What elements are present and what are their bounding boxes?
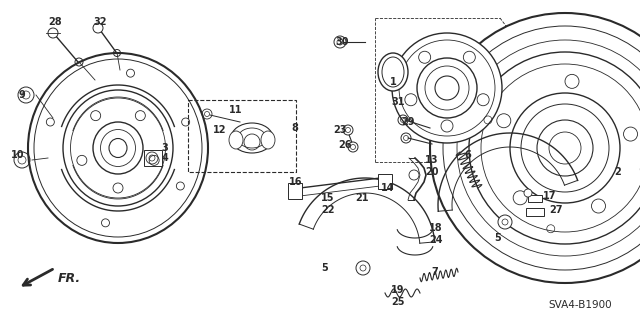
Text: 16: 16 bbox=[289, 177, 303, 187]
Text: 31: 31 bbox=[391, 97, 404, 107]
Text: 4: 4 bbox=[162, 153, 168, 163]
Circle shape bbox=[48, 28, 58, 38]
Text: 9: 9 bbox=[19, 90, 26, 100]
Bar bbox=[288, 183, 302, 199]
Ellipse shape bbox=[229, 131, 243, 149]
Text: 22: 22 bbox=[321, 205, 335, 215]
Text: 29: 29 bbox=[401, 117, 415, 127]
Circle shape bbox=[565, 74, 579, 88]
Text: 5: 5 bbox=[495, 233, 501, 243]
Text: 7: 7 bbox=[431, 267, 438, 277]
Text: 32: 32 bbox=[93, 17, 107, 27]
Text: 3: 3 bbox=[162, 143, 168, 153]
Text: 17: 17 bbox=[543, 191, 557, 201]
Text: 13: 13 bbox=[425, 155, 439, 165]
Circle shape bbox=[497, 114, 511, 128]
Circle shape bbox=[430, 13, 640, 283]
Text: 2: 2 bbox=[614, 167, 621, 177]
Text: 6: 6 bbox=[465, 150, 472, 160]
Text: 30: 30 bbox=[335, 37, 349, 47]
Text: 8: 8 bbox=[292, 123, 298, 133]
Text: 19: 19 bbox=[391, 285, 404, 295]
Text: 26: 26 bbox=[339, 140, 352, 150]
Text: 11: 11 bbox=[229, 105, 243, 115]
Text: 23: 23 bbox=[333, 125, 347, 135]
Bar bbox=[526, 208, 544, 216]
Text: 15: 15 bbox=[321, 193, 335, 203]
Text: 24: 24 bbox=[429, 235, 443, 245]
Circle shape bbox=[623, 127, 637, 141]
Text: 12: 12 bbox=[213, 125, 227, 135]
Ellipse shape bbox=[378, 53, 408, 91]
Text: 21: 21 bbox=[355, 193, 369, 203]
Text: FR.: FR. bbox=[58, 271, 81, 285]
Circle shape bbox=[498, 215, 512, 229]
Text: 20: 20 bbox=[425, 167, 439, 177]
Circle shape bbox=[348, 142, 358, 152]
Text: 28: 28 bbox=[48, 17, 62, 27]
Circle shape bbox=[93, 23, 103, 33]
Circle shape bbox=[392, 33, 502, 143]
Text: 1: 1 bbox=[390, 77, 396, 87]
Text: 14: 14 bbox=[381, 183, 395, 193]
Text: 5: 5 bbox=[322, 263, 328, 273]
Circle shape bbox=[591, 199, 605, 213]
Bar bbox=[378, 174, 392, 189]
Text: 18: 18 bbox=[429, 223, 443, 233]
Text: SVA4-B1900: SVA4-B1900 bbox=[548, 300, 612, 310]
Circle shape bbox=[343, 125, 353, 135]
Bar bbox=[144, 150, 162, 166]
Bar bbox=[188, 100, 296, 172]
Ellipse shape bbox=[231, 123, 273, 153]
Text: 10: 10 bbox=[12, 150, 25, 160]
Text: 25: 25 bbox=[391, 297, 404, 307]
Circle shape bbox=[356, 261, 370, 275]
Circle shape bbox=[513, 191, 527, 205]
Bar bbox=[528, 195, 542, 202]
Text: 27: 27 bbox=[549, 205, 563, 215]
Circle shape bbox=[524, 189, 532, 197]
Ellipse shape bbox=[261, 131, 275, 149]
